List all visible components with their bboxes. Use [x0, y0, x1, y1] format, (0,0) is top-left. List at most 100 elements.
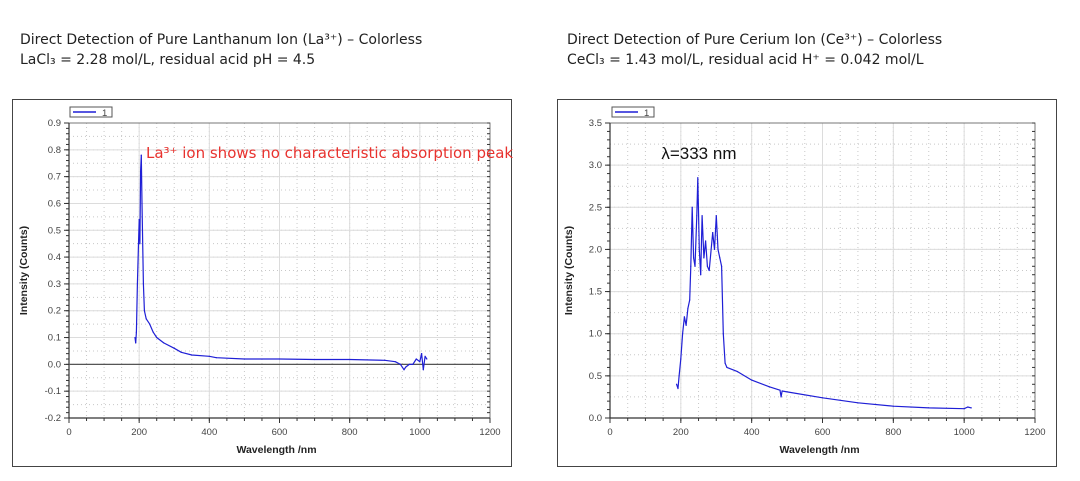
annotation: La³⁺ ion shows no characteristic absorpt… [146, 144, 513, 162]
x-tick-label: 800 [342, 427, 358, 438]
x-tick-label: 1000 [409, 427, 430, 438]
data-point [173, 347, 175, 349]
data-point [408, 363, 410, 365]
x-tick-label: 200 [131, 427, 147, 438]
y-tick-label: 0.4 [48, 252, 61, 263]
data-point [779, 389, 781, 391]
data-point [140, 154, 142, 156]
data-point [724, 362, 726, 364]
data-point [928, 407, 930, 409]
data-point [780, 396, 782, 398]
data-point [696, 215, 698, 217]
data-point [135, 342, 137, 344]
data-point [412, 363, 414, 365]
data-point [415, 358, 417, 360]
left-title-line1: Direct Detection of Pure Lanthanum Ion (… [20, 32, 423, 48]
data-point [399, 363, 402, 365]
data-point [419, 361, 421, 363]
data-point [692, 257, 695, 259]
data-point [713, 248, 716, 251]
data-point [426, 358, 428, 360]
data-point [857, 402, 859, 404]
y-tick-label: 2.5 [589, 202, 602, 213]
data-point [726, 366, 728, 369]
data-point [786, 391, 788, 393]
y-tick-label: 0.0 [589, 413, 602, 424]
data-point [138, 218, 140, 221]
data-point [751, 379, 753, 381]
data-point [892, 405, 894, 407]
data-point [715, 215, 717, 217]
y-tick-label: 0.3 [48, 279, 61, 290]
data-point [678, 375, 680, 377]
data-point [781, 390, 783, 392]
x-tick-label: 1200 [479, 427, 500, 438]
legend-label: 1 [644, 108, 649, 119]
data-point [736, 371, 739, 373]
data-point [215, 357, 217, 359]
series-line [676, 177, 972, 410]
data-point [145, 318, 147, 320]
x-tick-label: 600 [272, 427, 288, 438]
y-tick-label: 2.0 [589, 244, 602, 255]
data-point [405, 366, 407, 368]
data-point [139, 243, 141, 245]
y-tick-label: 0.2 [48, 306, 61, 317]
right-title-line1: Direct Detection of Pure Cerium Ion (Ce³… [567, 32, 943, 48]
data-point [963, 408, 965, 410]
data-point [700, 274, 702, 276]
legend: 1 [611, 106, 655, 119]
data-point [180, 351, 182, 353]
x-tick-label: 0 [607, 427, 612, 438]
data-point [683, 316, 685, 318]
x-axis-label: Wavelength /nm [779, 444, 859, 456]
data-point [768, 386, 770, 388]
data-point [191, 354, 193, 356]
data-point [675, 383, 678, 385]
data-point [685, 324, 687, 326]
right-chart-frame [557, 99, 1057, 467]
data-point [967, 406, 969, 408]
x-axis-label: Wavelength /nm [236, 444, 316, 456]
y-tick-label: 1.5 [589, 287, 602, 298]
data-point [143, 310, 146, 312]
x-tick-label: 800 [885, 427, 901, 438]
data-point [149, 323, 151, 325]
data-point [697, 177, 699, 179]
chart-1: 0 200 400 600 800 1000 1200 -0.2 -0.1 0.0 0.1 0.2 0.… [18, 106, 513, 456]
data-point [243, 358, 246, 360]
data-point [677, 387, 679, 390]
y-tick-label: 0.6 [48, 198, 61, 209]
data-point [152, 331, 154, 333]
data-point [706, 265, 708, 267]
data-point [313, 358, 316, 361]
data-point [424, 355, 426, 357]
y-tick-label: 0.9 [48, 118, 61, 129]
y-tick-label: 3.0 [589, 160, 602, 171]
y-tick-label: -0.1 [45, 386, 61, 397]
data-point [135, 331, 137, 333]
x-tick-label: 400 [201, 427, 217, 438]
y-tick-label: 1.0 [589, 329, 602, 340]
data-point [691, 206, 693, 208]
data-point [278, 358, 281, 360]
data-point [163, 342, 165, 344]
y-tick-label: 0.5 [48, 225, 61, 236]
data-point [139, 170, 142, 172]
data-point [694, 265, 696, 267]
data-point [680, 358, 682, 360]
y-axis-label: Intensity (Counts) [563, 226, 575, 315]
data-point [698, 248, 700, 251]
data-point [403, 369, 405, 371]
y-tick-label: 0.5 [589, 371, 602, 382]
data-point [705, 240, 707, 242]
data-point [142, 283, 144, 285]
annotation: λ=333 nm [661, 144, 736, 163]
x-tick-label: 1000 [954, 427, 975, 438]
data-point [208, 355, 210, 357]
data-point [422, 369, 424, 371]
y-tick-label: 0.0 [48, 359, 61, 370]
y-tick-label: 3.5 [589, 118, 602, 129]
data-point [394, 361, 396, 363]
